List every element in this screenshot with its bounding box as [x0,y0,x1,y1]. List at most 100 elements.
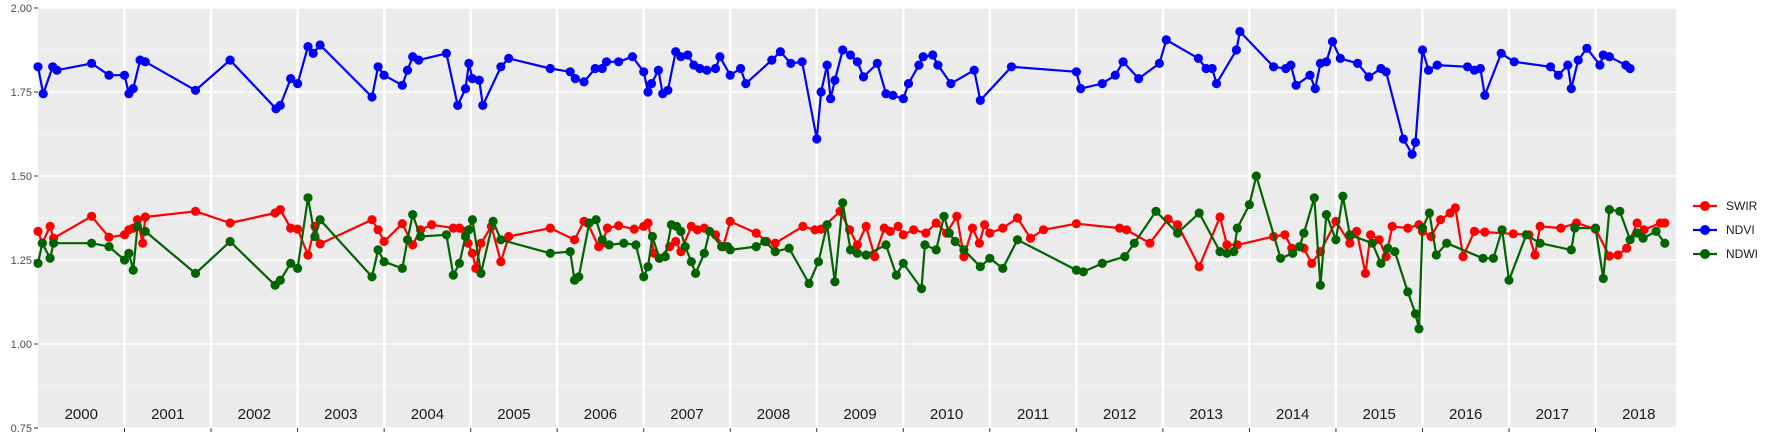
year-label: 2011 [1017,406,1049,423]
data-point [1097,258,1107,268]
data-point [1360,268,1370,278]
data-point [190,85,201,95]
data-point [1276,253,1286,263]
data-point [1071,219,1081,229]
data-point [786,58,796,68]
data-point [950,236,960,247]
data-point [225,218,235,228]
data-point [1321,57,1331,67]
data-point [402,235,413,245]
data-point [454,258,464,268]
data-point [627,52,638,62]
data-point [87,238,97,248]
data-point [190,206,201,216]
data-point [1305,70,1315,80]
legend-label-ndvi: NDVI [1726,223,1755,237]
data-point [604,240,614,250]
data-point [725,245,735,255]
data-point [1235,26,1245,37]
data-point [379,236,389,247]
data-point [1504,275,1514,285]
data-point [691,268,701,278]
data-point [969,65,979,75]
data-point [49,238,59,248]
year-label: 2014 [1276,406,1309,423]
data-point [293,79,303,89]
data-point [822,220,832,230]
legend-marker [1700,225,1710,235]
data-point [826,94,836,104]
data-point [1604,52,1614,62]
data-point [275,205,285,215]
year-label: 2013 [1189,406,1222,423]
data-point [1161,35,1171,45]
data-point [1651,226,1661,236]
legend-key-swir [1693,201,1717,211]
y-tick-label: 0.75 [11,423,32,435]
data-point [702,65,712,75]
data-point [1638,233,1648,243]
data-point [1353,58,1363,68]
data-point [898,94,908,104]
data-point [939,211,949,221]
data-point [858,72,869,82]
data-point [1387,221,1397,231]
y-tick-label: 1.75 [11,87,32,99]
data-point [415,231,426,242]
data-point [643,87,653,97]
data-point [852,240,863,250]
data-point [373,245,383,255]
data-point [1012,213,1023,223]
data-point [1615,206,1625,216]
data-point [1335,53,1345,64]
data-point [741,79,751,89]
data-point [87,211,97,221]
data-point [916,284,927,294]
data-point [1545,62,1556,72]
data-point [692,225,703,235]
data-point [914,60,924,70]
data-point [770,238,780,248]
data-point [569,235,580,245]
data-point [545,223,555,233]
data-point [760,236,770,247]
data-point [1244,200,1254,210]
data-point [1321,210,1331,220]
data-point [660,252,670,262]
year-label: 2002 [238,406,271,423]
data-point [980,220,990,230]
legend-marker [1700,249,1710,259]
data-point [1211,79,1222,89]
data-point [683,50,693,60]
data-point [653,65,664,75]
data-point [1436,215,1446,225]
data-point [1625,235,1635,245]
data-point [959,252,969,262]
data-point [104,70,114,80]
data-point [816,87,826,97]
data-point [1280,230,1290,240]
data-point [408,210,418,220]
y-tick-label: 1.25 [11,255,32,267]
legend-key-ndwi [1693,249,1717,259]
legend-marker [1700,201,1710,211]
data-point [488,216,498,226]
data-point [38,89,48,99]
data-point [1475,63,1485,74]
data-point [1151,206,1161,216]
data-point [647,231,658,242]
legend-key-ndvi [1693,225,1717,235]
data-point [852,57,863,67]
data-point [414,55,424,65]
data-point [1286,60,1296,70]
data-point [921,228,931,238]
data-point [1458,252,1468,262]
data-point [308,48,318,59]
data-point [1478,253,1488,263]
series-ndvi [33,26,1635,159]
data-point [931,218,941,228]
data-point [1038,225,1049,235]
data-point [676,226,686,236]
data-point [1407,149,1417,159]
y-tick-label: 2.00 [11,3,32,15]
